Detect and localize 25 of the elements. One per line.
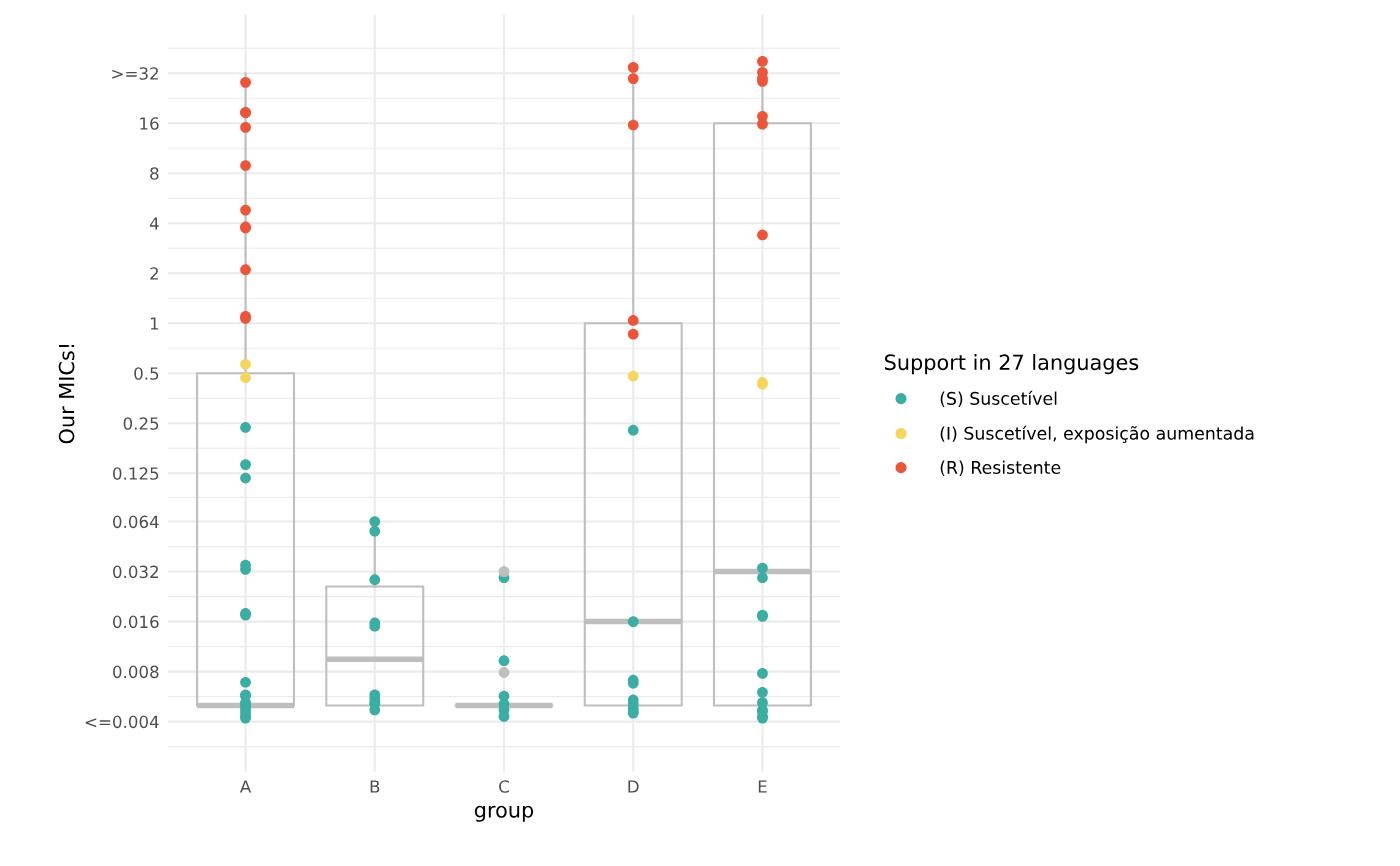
y-tick-label: 2 [150,267,158,280]
y-tick-label: 0.125 [113,467,159,480]
x-tick-label: E [758,780,767,793]
legend-label: (R) Resistente [940,460,1061,477]
y-tick-label: 0.032 [113,565,158,579]
legend-label: (S) Suscetível [940,390,1057,408]
y-tick-label: 0.5 [134,367,159,380]
y-tick-label: 8 [150,167,159,180]
y-tick-label: >=32 [112,67,158,80]
y-tick-label: 0.016 [113,615,159,629]
y-tick-label: <=0.004 [85,715,159,729]
legend-label: (I) Suscetível, exposição aumentada [940,425,1254,444]
x-tick-label: B [370,780,380,793]
y-axis-title: Our MICs! [58,344,75,444]
legend-title: Support in 27 languages [885,354,1139,375]
x-axis-title: group [474,805,534,822]
y-tick-label: 1 [150,317,159,330]
y-tick-label: 0.25 [123,417,159,430]
x-tick-label: D [628,780,639,793]
y-tick-label: 16 [140,117,159,130]
x-tick-label: A [239,780,252,793]
y-tick-label: 4 [149,217,159,230]
y-tick-label: 0.064 [113,515,159,529]
x-tick-label: C [499,780,509,793]
y-tick-label: 0.008 [113,665,159,679]
